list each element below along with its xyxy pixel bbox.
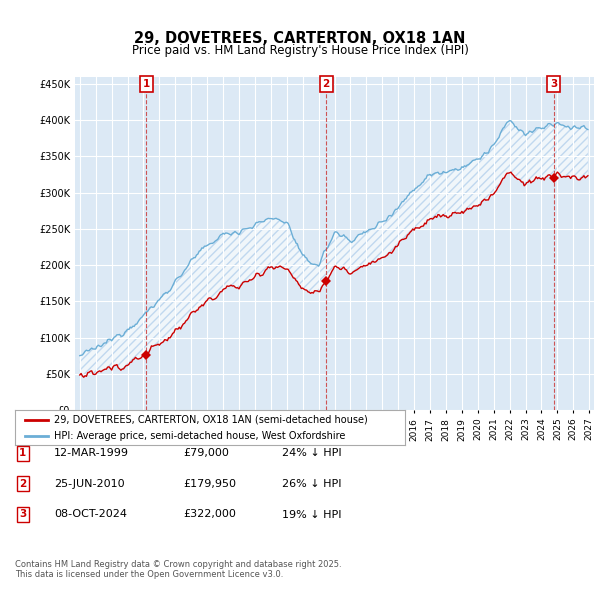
Text: £79,000: £79,000 xyxy=(183,448,229,458)
Text: £322,000: £322,000 xyxy=(183,510,236,519)
Text: 3: 3 xyxy=(19,510,26,519)
Text: 08-OCT-2024: 08-OCT-2024 xyxy=(54,510,127,519)
Text: 24% ↓ HPI: 24% ↓ HPI xyxy=(282,448,341,458)
Text: HPI: Average price, semi-detached house, West Oxfordshire: HPI: Average price, semi-detached house,… xyxy=(54,431,346,441)
Text: 2: 2 xyxy=(323,79,330,89)
Text: 19% ↓ HPI: 19% ↓ HPI xyxy=(282,510,341,519)
Text: 25-JUN-2010: 25-JUN-2010 xyxy=(54,479,125,489)
Text: 12-MAR-1999: 12-MAR-1999 xyxy=(54,448,129,458)
Text: 1: 1 xyxy=(143,79,150,89)
Text: 29, DOVETREES, CARTERTON, OX18 1AN: 29, DOVETREES, CARTERTON, OX18 1AN xyxy=(134,31,466,46)
Text: Price paid vs. HM Land Registry's House Price Index (HPI): Price paid vs. HM Land Registry's House … xyxy=(131,44,469,57)
Text: 3: 3 xyxy=(550,79,557,89)
Text: 1: 1 xyxy=(19,448,26,458)
Text: 2: 2 xyxy=(19,479,26,489)
Text: £179,950: £179,950 xyxy=(183,479,236,489)
Text: Contains HM Land Registry data © Crown copyright and database right 2025.
This d: Contains HM Land Registry data © Crown c… xyxy=(15,560,341,579)
Text: 26% ↓ HPI: 26% ↓ HPI xyxy=(282,479,341,489)
Text: 29, DOVETREES, CARTERTON, OX18 1AN (semi-detached house): 29, DOVETREES, CARTERTON, OX18 1AN (semi… xyxy=(54,415,368,425)
